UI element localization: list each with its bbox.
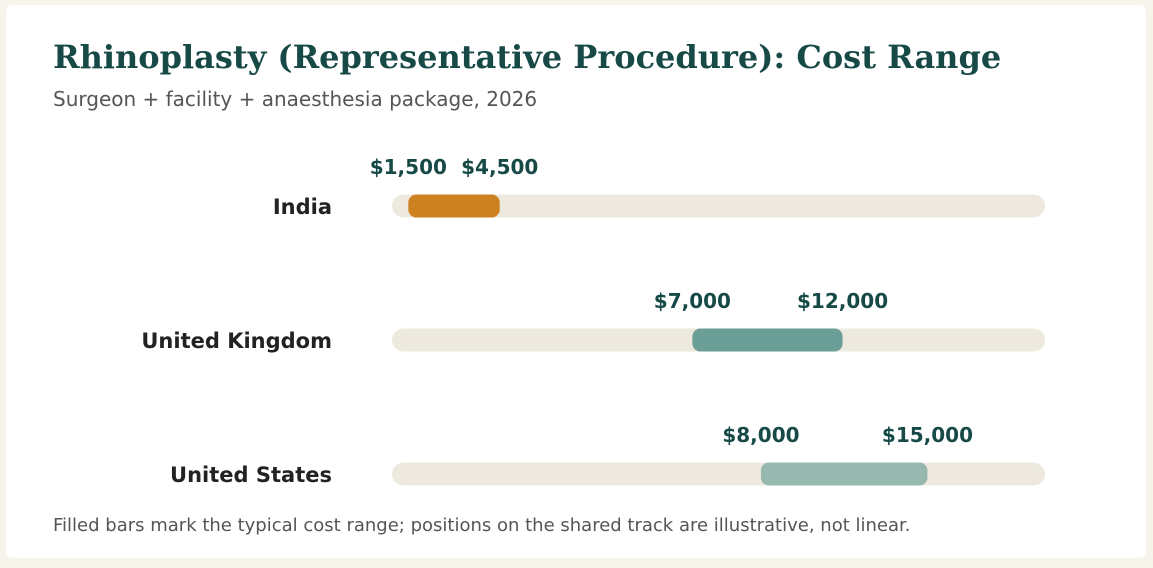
chart-title: Rhinoplasty (Representative Procedure): … <box>53 38 1002 76</box>
chart-card: Rhinoplasty (Representative Procedure): … <box>6 5 1146 558</box>
category-label: United Kingdom <box>141 329 332 353</box>
category-label: United States <box>170 463 332 487</box>
min-value-label: $1,500 <box>370 155 447 179</box>
range-track <box>392 194 1045 218</box>
chart-footnote: Filled bars mark the typical cost range;… <box>53 515 911 536</box>
min-value-label: $7,000 <box>654 289 731 313</box>
max-value-label: $12,000 <box>797 289 888 313</box>
category-label: India <box>273 195 332 219</box>
range-bar <box>692 328 843 352</box>
range-chart: India $1,500 $4,500 United Kingdom $7,000 $12… <box>141 155 1045 487</box>
max-value-label: $4,500 <box>461 155 538 179</box>
min-value-label: $8,000 <box>722 423 799 447</box>
range-bar <box>760 462 928 486</box>
chart-subtitle: Surgeon + facility + anaesthesia package… <box>53 87 538 111</box>
chart-row: United Kingdom $7,000 $12,000 <box>141 289 1045 353</box>
max-value-label: $15,000 <box>882 423 973 447</box>
chart-row: India $1,500 $4,500 <box>273 155 1045 219</box>
chart-row: United States $8,000 $15,000 <box>170 423 1045 487</box>
range-track <box>392 462 1045 486</box>
range-bar <box>408 194 500 218</box>
